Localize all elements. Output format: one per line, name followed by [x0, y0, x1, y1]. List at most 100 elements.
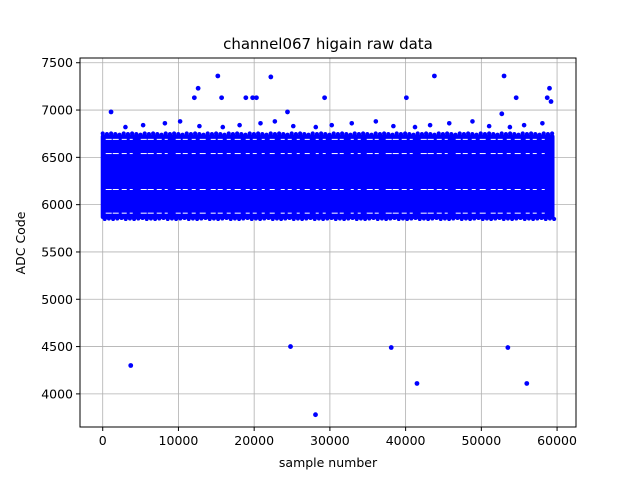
outlier-point — [513, 95, 519, 101]
outlier-point — [108, 109, 114, 115]
band-edge-point — [543, 216, 548, 222]
band-edge-point — [358, 216, 364, 221]
band-edge-point — [232, 216, 238, 221]
band-edge-point — [169, 216, 175, 221]
band-edge-point — [199, 216, 204, 221]
band-edge-point — [319, 131, 324, 136]
y-tick-label: 7500 — [41, 55, 73, 70]
band-edge-point — [146, 132, 152, 137]
band-edge-point — [205, 131, 210, 136]
band-edge-point — [545, 132, 551, 137]
band-edge-point — [419, 132, 425, 137]
near-band-point — [540, 120, 545, 126]
band-edge-point — [314, 132, 320, 137]
band-edge-point — [371, 215, 376, 221]
band-edge-point — [342, 216, 347, 222]
band-edge-point — [533, 132, 538, 137]
band-edge-point — [547, 216, 553, 221]
outlier-point — [128, 363, 134, 368]
near-band-point — [237, 122, 242, 128]
outlier-point — [388, 345, 394, 350]
band-edge-point — [136, 216, 141, 221]
band-edge-point — [260, 132, 265, 137]
band-edge-point — [295, 216, 301, 221]
band-edge-point — [447, 216, 452, 222]
band-edge-point — [375, 216, 380, 222]
near-band-point — [470, 119, 475, 124]
band-edge-point — [350, 215, 355, 221]
outlier-point — [431, 73, 437, 79]
near-band-point — [507, 124, 513, 130]
band-edge-point — [541, 131, 546, 136]
band-edge-point — [493, 216, 498, 221]
near-band-point — [177, 119, 183, 124]
band-edge-point — [550, 131, 555, 136]
band-edge-point — [438, 216, 443, 222]
near-band-point — [349, 120, 355, 126]
band-edge-point — [484, 216, 490, 221]
band-edge-point — [430, 216, 435, 221]
band-edge-point — [281, 132, 286, 137]
band-edge-point — [365, 132, 370, 137]
band-edge-point — [508, 131, 513, 136]
band-edge-point — [392, 215, 397, 221]
outlier-point — [499, 111, 505, 117]
x-tick-label: 30000 — [310, 433, 350, 448]
band-edge-point — [434, 215, 439, 221]
band-edge-point — [367, 216, 372, 221]
band-edge-point — [529, 131, 534, 136]
band-edge-point — [291, 216, 296, 222]
band-edge-point — [251, 132, 257, 137]
band-edge-point — [518, 215, 523, 221]
band-edge-point — [109, 131, 114, 136]
band-edge-point — [409, 216, 414, 221]
band-edge-point — [331, 131, 336, 136]
band-edge-point — [489, 216, 494, 222]
band-edge-point — [241, 216, 246, 221]
band-edge-point — [159, 132, 164, 137]
near-band-point — [391, 123, 396, 129]
band-edge-point — [482, 132, 488, 137]
near-band-point — [521, 122, 527, 128]
band-edge-point — [510, 216, 515, 222]
band-edge-point — [214, 131, 219, 136]
band-edge-point — [182, 215, 187, 221]
band-edge-point — [497, 215, 502, 221]
band-edge-point — [436, 131, 441, 136]
band-edge-point — [258, 216, 263, 222]
band-edge-point — [403, 131, 408, 136]
outlier-point — [219, 95, 225, 101]
band-edge-point — [327, 132, 332, 137]
band-edge-point — [369, 132, 374, 137]
x-tick-label: 10000 — [159, 433, 199, 448]
band-edge-point — [298, 131, 303, 136]
band-edge-point — [130, 131, 135, 136]
band-edge-point — [426, 216, 431, 222]
band-edge-point — [445, 131, 450, 136]
plot-frame — [79, 57, 577, 428]
band-edge-point — [256, 131, 261, 136]
band-edge-point — [424, 131, 429, 136]
band-edge-point — [153, 216, 158, 222]
band-edge-point — [373, 131, 378, 136]
outlier-point — [243, 95, 249, 101]
near-band-point — [140, 122, 146, 128]
band-edge-point — [111, 216, 116, 222]
band-edge-point — [512, 132, 517, 137]
y-tick-label: 6000 — [41, 197, 73, 212]
chart-title: channel067 higain raw data — [223, 35, 433, 53]
band-edge-point — [384, 216, 389, 222]
band-edge-point — [335, 132, 341, 137]
band-edge-point — [167, 132, 173, 137]
band-edge-point — [121, 131, 126, 136]
band-edge-point — [487, 131, 492, 136]
band-edge-point — [453, 132, 458, 137]
band-edge-point — [104, 132, 110, 137]
band-edge-point — [272, 132, 278, 137]
near-band-point — [329, 122, 335, 128]
band-edge-point — [346, 216, 351, 221]
band-edge-point — [520, 131, 525, 136]
band-edge-point — [178, 216, 183, 221]
band-edge-point — [207, 216, 212, 222]
band-edge-point — [100, 131, 105, 136]
